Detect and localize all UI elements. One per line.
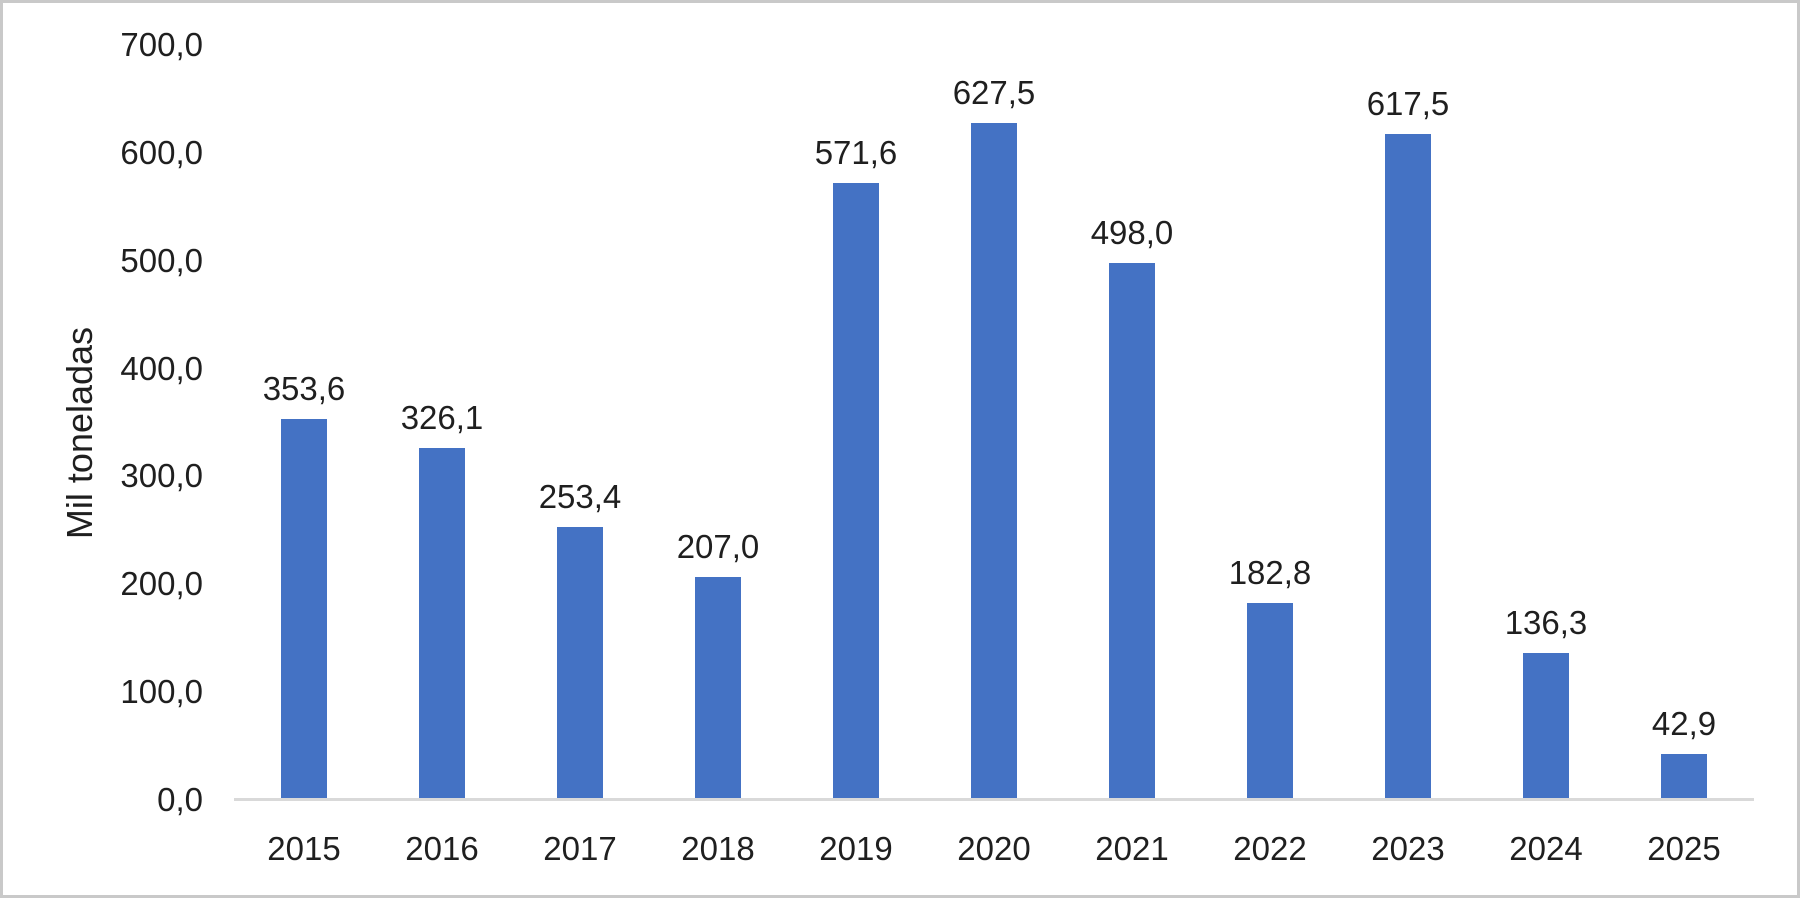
- bar-2024: [1523, 652, 1569, 800]
- x-tick-label-2015: 2015: [267, 830, 341, 867]
- x-tick-label-2024: 2024: [1509, 830, 1583, 867]
- x-tick-label-2017: 2017: [543, 830, 617, 867]
- bar-value-label: 253,4: [538, 477, 622, 515]
- bar-value-label: 207,0: [676, 527, 760, 565]
- bar-2017: [557, 526, 603, 800]
- bar-2020: [971, 123, 1017, 800]
- bar-2021: [1109, 262, 1155, 800]
- y-tick-label: 500,0: [120, 241, 203, 279]
- y-tick-label: 700,0: [120, 26, 203, 63]
- bar-2018: [695, 576, 741, 800]
- x-tick-label-2020: 2020: [957, 830, 1031, 867]
- x-tick-label-2021: 2021: [1095, 830, 1169, 867]
- bar-value-label: 182,8: [1228, 553, 1312, 591]
- bar-2015: [281, 418, 327, 800]
- bar-value-label: 627,5: [952, 74, 1036, 112]
- bar-value-label: 42,9: [1651, 704, 1717, 742]
- y-tick-label: 400,0: [120, 349, 203, 387]
- x-tick-label-2023: 2023: [1371, 830, 1445, 867]
- y-axis-title: Mil toneladas: [59, 326, 100, 540]
- bar-2025: [1661, 753, 1707, 800]
- y-tick-label: 0,0: [157, 781, 203, 818]
- x-tick-label-2022: 2022: [1233, 830, 1307, 867]
- bar-value-label: 136,3: [1504, 603, 1588, 641]
- y-tick-label: 600,0: [120, 133, 203, 171]
- bar-2023: [1385, 133, 1431, 800]
- x-tick-label-2018: 2018: [681, 830, 755, 867]
- bar-2016: [419, 448, 465, 800]
- x-tick-label-2019: 2019: [819, 830, 893, 867]
- bar-value-label: 353,6: [262, 369, 346, 407]
- y-tick-label: 100,0: [120, 673, 203, 711]
- bar-value-label: 571,6: [814, 134, 898, 172]
- y-tick-label: 200,0: [120, 565, 203, 603]
- y-tick-label: 300,0: [120, 457, 203, 495]
- bar-value-label: 326,1: [400, 399, 484, 437]
- bar-value-label: 617,5: [1366, 84, 1450, 122]
- bar-2019: [833, 183, 879, 800]
- x-tick-label-2016: 2016: [405, 830, 479, 867]
- x-axis-line: [234, 798, 1754, 801]
- bar-2022: [1247, 602, 1293, 800]
- bar-value-label: 498,0: [1090, 213, 1174, 251]
- x-tick-label-2025: 2025: [1647, 830, 1721, 867]
